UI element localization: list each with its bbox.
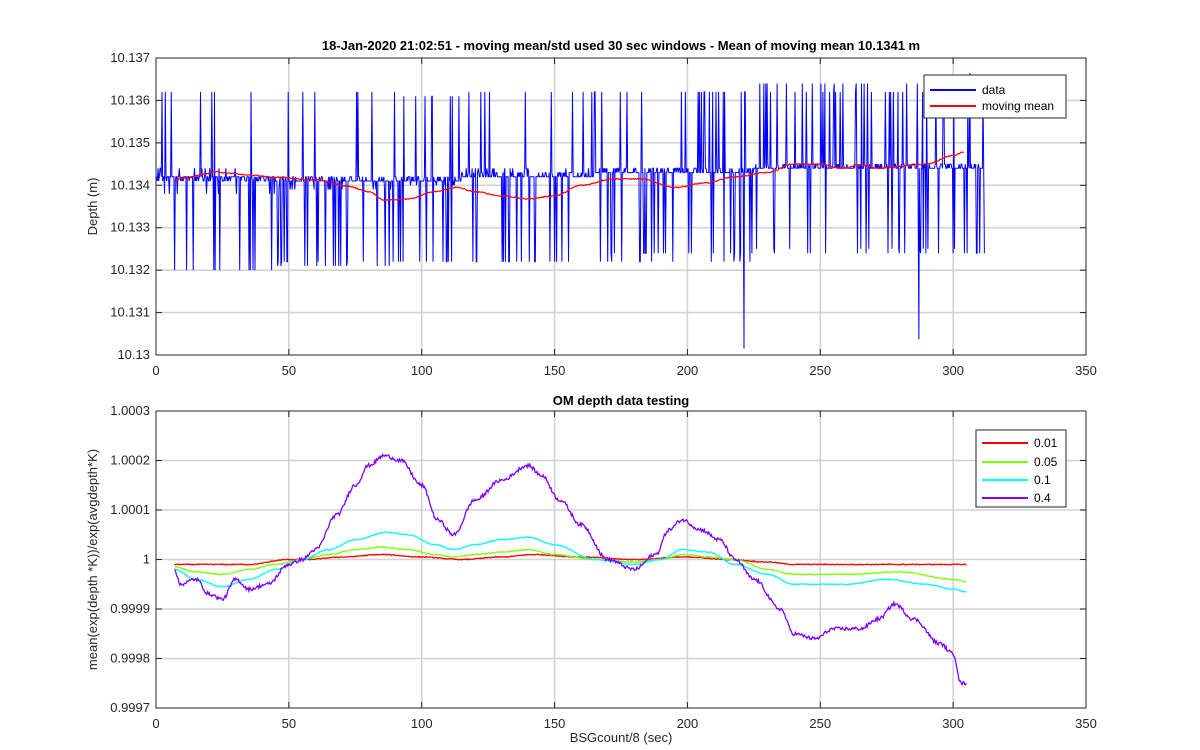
x-tick-label: 100: [411, 716, 433, 731]
x-tick-label: 150: [544, 716, 566, 731]
x-tick-label: 100: [411, 363, 433, 378]
legend-label-k-0.1: 0.1: [1034, 473, 1051, 487]
y-tick-label: 0.9999: [110, 601, 150, 616]
legend-label-k-0.05: 0.05: [1034, 455, 1058, 469]
y-tick-label: 10.131: [110, 305, 150, 320]
x-tick-label: 150: [544, 363, 566, 378]
depth-axes: 0 50 100 150 200 250 300 350 10.13 10.131 10.132 10…: [85, 38, 1097, 378]
legend-label-moving-mean: moving mean: [982, 99, 1054, 113]
y-tick-label: 1.0003: [110, 403, 150, 418]
legend-label-data: data: [982, 83, 1006, 97]
depth-title: 18-Jan-2020 21:02:51 - moving mean/std u…: [322, 38, 920, 53]
series-line-0.1: [174, 531, 967, 593]
x-tick-label: 0: [152, 716, 159, 731]
x-tick-label: 50: [282, 716, 296, 731]
om-series: [174, 453, 967, 687]
om-ylabel: mean(exp(depth *K))/exp(avgdepth*K): [85, 449, 100, 670]
x-tick-label: 250: [809, 363, 831, 378]
series-line-0.4: [174, 453, 967, 687]
om-axes: 0 50 100 150 200 250 300 350 0.9997 0.9998 0.9999 1…: [85, 393, 1097, 745]
y-tick-label: 10.13: [117, 347, 150, 362]
y-tick-label: 10.134: [110, 177, 150, 192]
x-tick-label: 0: [152, 363, 159, 378]
legend-label-k-0.4: 0.4: [1034, 491, 1051, 505]
depth-axes-box: [155, 57, 1087, 356]
x-tick-label: 350: [1075, 716, 1097, 731]
om-ticks: 0 50 100 150 200 250 300 350 0.9997 0.9998 0.9999 1…: [110, 403, 1097, 731]
x-tick-label: 300: [942, 716, 964, 731]
depth-series: [155, 72, 985, 349]
depth-legend: data moving mean: [923, 74, 1067, 119]
x-tick-label: 200: [677, 716, 699, 731]
y-tick-label: 10.132: [110, 262, 150, 277]
depth-legend-box: [923, 74, 1067, 119]
x-tick-label: 200: [677, 363, 699, 378]
x-tick-label: 50: [282, 363, 296, 378]
om-title: OM depth data testing: [553, 393, 690, 408]
om-xlabel: BSGcount/8 (sec): [570, 730, 673, 745]
x-tick-label: 350: [1075, 363, 1097, 378]
y-tick-label: 1.0001: [110, 502, 150, 517]
y-tick-label: 10.137: [110, 50, 150, 65]
x-tick-label: 300: [942, 363, 964, 378]
y-tick-label: 1: [143, 552, 150, 567]
om-legend: 0.01 0.05 0.1 0.4: [975, 429, 1067, 508]
depth-ticks: 0 50 100 150 200 250 300 350 10.13 10.131 10.132 10…: [110, 50, 1097, 378]
x-tick-label: 250: [809, 716, 831, 731]
y-tick-label: 1.0002: [110, 453, 150, 468]
y-tick-label: 10.133: [110, 220, 150, 235]
depth-ylabel: Depth (m): [85, 178, 100, 236]
legend-label-k-0.01: 0.01: [1034, 436, 1058, 450]
y-tick-label: 0.9997: [110, 700, 150, 715]
y-tick-label: 10.136: [110, 92, 150, 107]
y-tick-label: 0.9998: [110, 651, 150, 666]
series-line-moving-mean: [174, 151, 964, 202]
y-tick-label: 10.135: [110, 135, 150, 150]
